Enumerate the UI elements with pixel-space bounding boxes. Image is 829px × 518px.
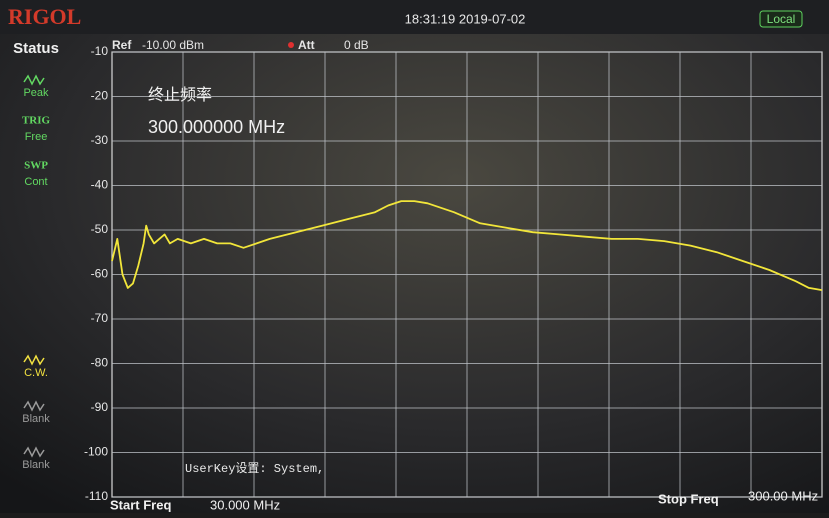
- userkey: UserKey设置: System,: [185, 461, 324, 476]
- ref-value: -10.00 dBm: [142, 38, 204, 52]
- y-tick-label: -10: [91, 44, 109, 58]
- side-item-label: Blank: [22, 413, 50, 425]
- y-tick-label: -110: [85, 489, 108, 503]
- y-tick-label: -70: [91, 311, 109, 325]
- y-tick-label: -90: [91, 400, 109, 414]
- top-bar: [0, 0, 829, 34]
- trace: [111, 200, 823, 291]
- local-text: Local: [767, 12, 796, 26]
- start-value: 30.000 MHz: [210, 497, 280, 512]
- plot: -10 -20 -30 -40 -50 -60 -70 -80 -90 -100 -110: [84, 44, 823, 503]
- marker-title: 终止频率: [148, 86, 212, 104]
- side-item-label: C.W.: [24, 367, 48, 379]
- att-value: 0 dB: [344, 38, 369, 52]
- side-item-label: Blank: [22, 459, 50, 471]
- side-icon: [23, 400, 45, 412]
- y-tick-label: -50: [91, 222, 109, 236]
- y-tick-label: -40: [91, 178, 109, 192]
- side-icon: [23, 354, 45, 366]
- side-panel: Peak TRIG Free SWP Cont C.W. Blank Blank: [22, 74, 51, 471]
- side-icon: [23, 74, 45, 86]
- local-badge: [759, 10, 803, 28]
- side-item-label: Free: [25, 131, 48, 143]
- side-item-label: Peak: [23, 87, 49, 99]
- datetime: 18:31:19 2019-07-02: [405, 11, 526, 26]
- side-item-top: SWP: [24, 160, 48, 172]
- att-label: Att: [298, 38, 315, 52]
- y-tick-label: -100: [84, 445, 108, 459]
- y-tick-label: -60: [91, 267, 109, 281]
- brand: RIGOL: [8, 4, 81, 29]
- side-item-label: Cont: [24, 176, 47, 188]
- y-tick-label: -80: [91, 356, 109, 370]
- y-tick-label: -20: [91, 89, 109, 103]
- att-dot: [288, 42, 294, 48]
- side-icon: [23, 446, 45, 458]
- ref-label: Ref: [112, 38, 132, 52]
- y-tick-label: -30: [91, 133, 109, 147]
- marker-value: 300.000000 MHz: [148, 117, 285, 137]
- stop-label: Stop Freq: [658, 491, 719, 506]
- side-item-top: TRIG: [22, 115, 51, 127]
- stop-value: 300.00 MHz: [748, 488, 818, 503]
- start-label: Start Freq: [110, 497, 171, 512]
- status-title: Status: [13, 40, 59, 57]
